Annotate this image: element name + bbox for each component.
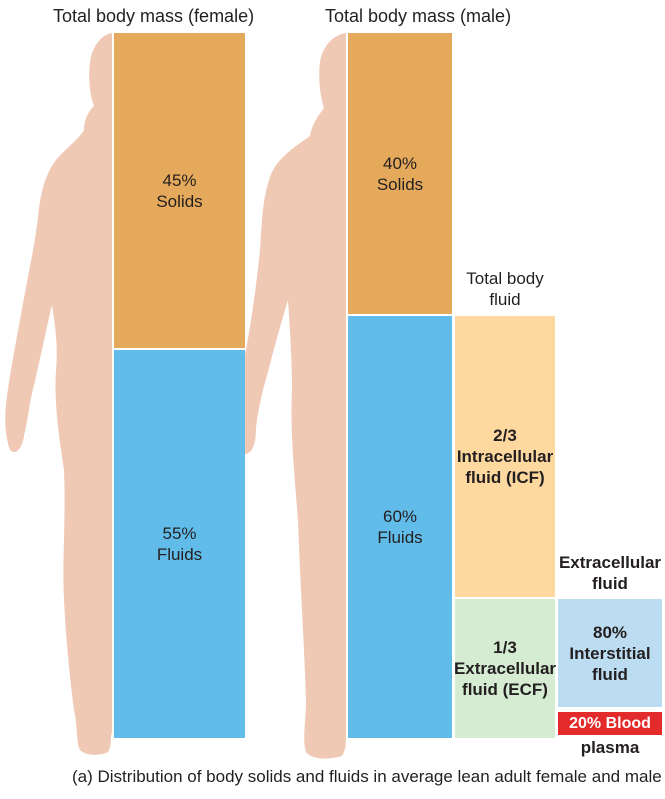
female-solids-label: Solids xyxy=(156,191,203,211)
ecf-line1: Extracellular xyxy=(453,659,557,678)
female-title: Total body mass (female) xyxy=(53,6,255,26)
interstitial-percent: 80% xyxy=(592,622,628,642)
icf-line1: Intracellular xyxy=(456,447,554,466)
blood-plasma-label: plasma xyxy=(580,738,640,757)
interstitial-fluid-box: 80% Interstitial fluid xyxy=(558,599,662,707)
interstitial-line1: Interstitial xyxy=(569,643,651,663)
male-fluids-percent: 60% xyxy=(382,507,418,526)
male-solids-bar: 40% Solids xyxy=(348,33,452,314)
figure-caption: (a) Distribution of body solids and flui… xyxy=(72,767,662,786)
ecf-fraction: 1/3 xyxy=(493,638,517,657)
extracellular-fluid-line2: fluid xyxy=(592,574,628,593)
female-solids-bar: 45% Solids xyxy=(114,33,245,348)
female-fluids-bar: 55% Fluids xyxy=(114,350,245,738)
male-solids-label: Solids xyxy=(376,174,424,194)
total-body-fluid-label: Total body fluid xyxy=(455,268,555,310)
total-body-fluid-line2: fluid xyxy=(489,290,521,309)
male-solids-percent: 40% xyxy=(382,153,418,173)
icf-box: 2/3 Intracellular fluid (ICF) xyxy=(455,316,555,597)
total-body-fluid-line1: Total body xyxy=(466,269,544,288)
interstitial-line2: fluid xyxy=(592,664,628,684)
extracellular-fluid-label: Extracellular fluid xyxy=(555,552,665,594)
male-fluids-bar: 60% Fluids xyxy=(348,316,452,738)
icf-fraction: 2/3 xyxy=(493,426,517,445)
ecf-box: 1/3 Extracellular fluid (ECF) xyxy=(453,599,557,738)
female-fluids-percent: 55% xyxy=(162,524,197,543)
blood-plasma-box: 20% Blood xyxy=(558,712,662,735)
icf-line2: fluid (ICF) xyxy=(465,468,545,487)
extracellular-fluid-line1: Extracellular xyxy=(558,553,662,572)
male-fluids-label: Fluids xyxy=(377,528,423,547)
ecf-line2: fluid (ECF) xyxy=(462,680,548,699)
female-solids-percent: 45% xyxy=(162,170,197,190)
male-title: Total body mass (male) xyxy=(325,6,512,26)
female-fluids-label: Fluids xyxy=(156,545,203,564)
